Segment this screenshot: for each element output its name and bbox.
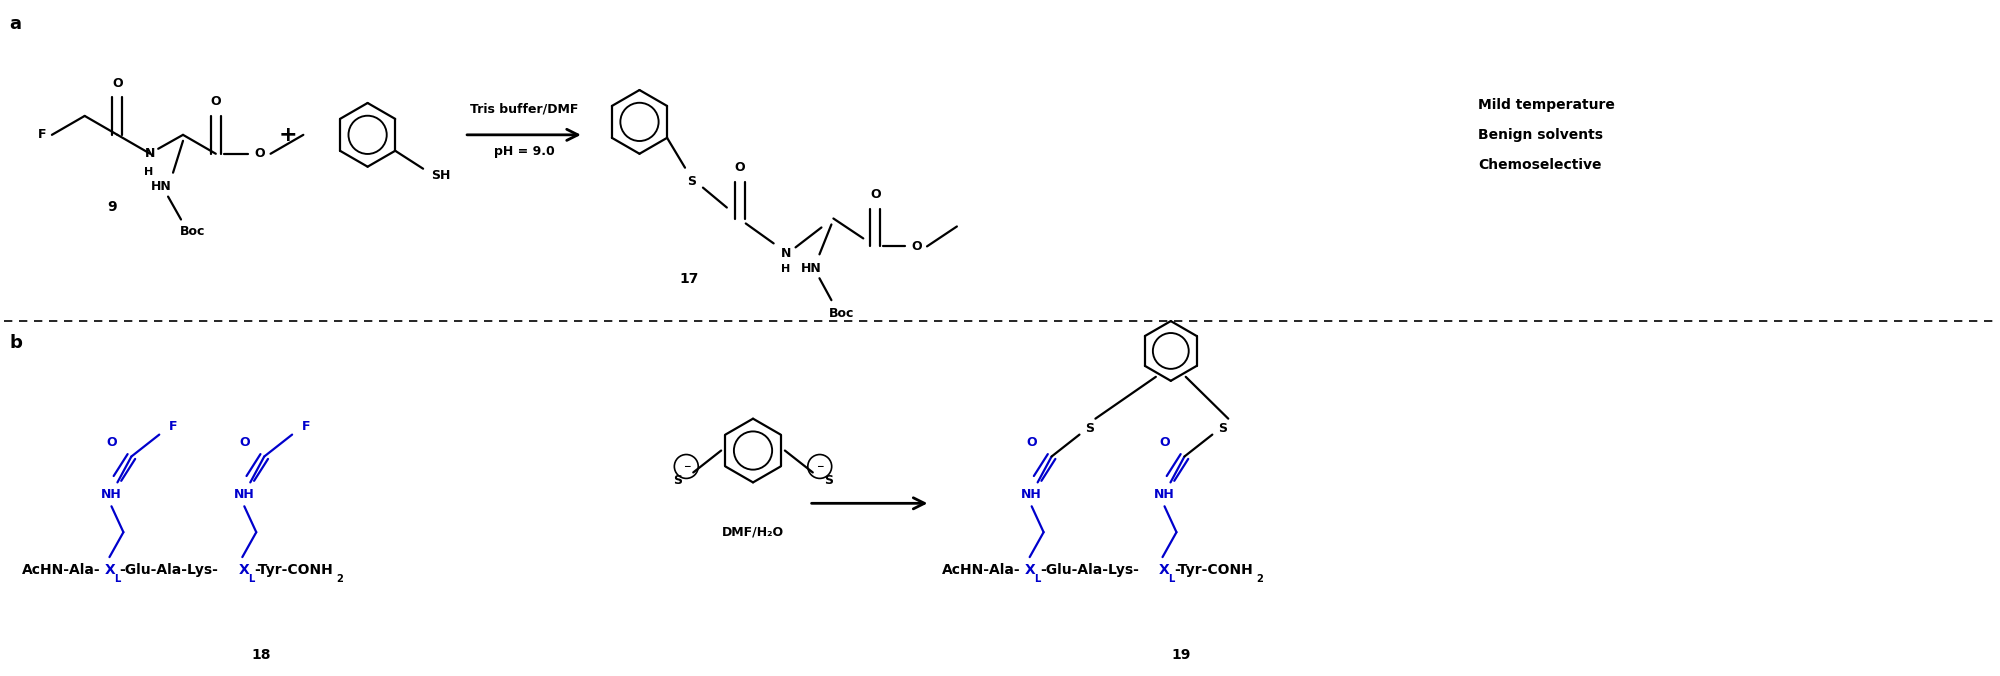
Text: O: O: [254, 147, 264, 160]
Text: H: H: [144, 167, 152, 176]
Text: O: O: [112, 76, 122, 89]
Text: 2: 2: [336, 574, 344, 584]
Text: -Glu-Ala-Lys-: -Glu-Ala-Lys-: [1040, 563, 1138, 577]
Text: NH: NH: [102, 488, 122, 501]
Text: Tris buffer/DMF: Tris buffer/DMF: [470, 103, 578, 116]
Text: −: −: [816, 462, 824, 471]
Text: AcHN-Ala-: AcHN-Ala-: [942, 563, 1020, 577]
Text: O: O: [1026, 436, 1036, 449]
Text: S: S: [672, 474, 682, 487]
Text: O: O: [734, 161, 746, 174]
Text: O: O: [870, 188, 880, 201]
Text: −: −: [682, 462, 690, 471]
Text: O: O: [210, 95, 222, 108]
Text: S: S: [824, 474, 834, 487]
Text: HN: HN: [802, 262, 822, 274]
Text: AcHN-Ala-: AcHN-Ala-: [22, 563, 100, 577]
Text: S: S: [1218, 422, 1226, 435]
Text: N: N: [780, 247, 790, 260]
Text: Boc: Boc: [828, 307, 854, 320]
Text: HN: HN: [150, 180, 172, 193]
Text: 9: 9: [108, 199, 118, 214]
Text: F: F: [168, 420, 178, 433]
Text: H: H: [780, 264, 790, 274]
Text: Boc: Boc: [180, 225, 206, 238]
Text: X: X: [104, 563, 116, 577]
Text: O: O: [106, 436, 116, 449]
Text: O: O: [1160, 436, 1170, 449]
Text: b: b: [10, 334, 22, 352]
Text: S: S: [688, 175, 696, 188]
Text: -Tyr-CONH: -Tyr-CONH: [1174, 563, 1252, 577]
Text: 2: 2: [1256, 574, 1264, 584]
Text: NH: NH: [234, 488, 254, 501]
Text: S: S: [1084, 422, 1094, 435]
Text: Chemoselective: Chemoselective: [1478, 158, 1602, 172]
Text: L: L: [248, 574, 254, 584]
Text: X: X: [1158, 563, 1170, 577]
Text: SH: SH: [432, 169, 450, 182]
Text: N: N: [146, 147, 156, 160]
Text: 19: 19: [1172, 648, 1190, 662]
Text: a: a: [10, 16, 22, 33]
Text: X: X: [1024, 563, 1036, 577]
Text: -Glu-Ala-Lys-: -Glu-Ala-Lys-: [120, 563, 218, 577]
Text: Benign solvents: Benign solvents: [1478, 128, 1604, 142]
Text: Mild temperature: Mild temperature: [1478, 98, 1614, 112]
Text: pH = 9.0: pH = 9.0: [494, 145, 554, 158]
Text: L: L: [1168, 574, 1174, 584]
Text: O: O: [912, 240, 922, 253]
Text: +: +: [278, 125, 298, 145]
Text: 18: 18: [252, 648, 270, 662]
Text: 17: 17: [680, 272, 698, 286]
Text: O: O: [240, 436, 250, 449]
Text: L: L: [114, 574, 120, 584]
Text: NH: NH: [1154, 488, 1174, 501]
Text: L: L: [1034, 574, 1040, 584]
Text: F: F: [302, 420, 310, 433]
Text: -Tyr-CONH: -Tyr-CONH: [254, 563, 332, 577]
Text: F: F: [38, 128, 46, 141]
Text: X: X: [238, 563, 250, 577]
Text: NH: NH: [1022, 488, 1042, 501]
Text: DMF/H₂O: DMF/H₂O: [722, 526, 784, 539]
